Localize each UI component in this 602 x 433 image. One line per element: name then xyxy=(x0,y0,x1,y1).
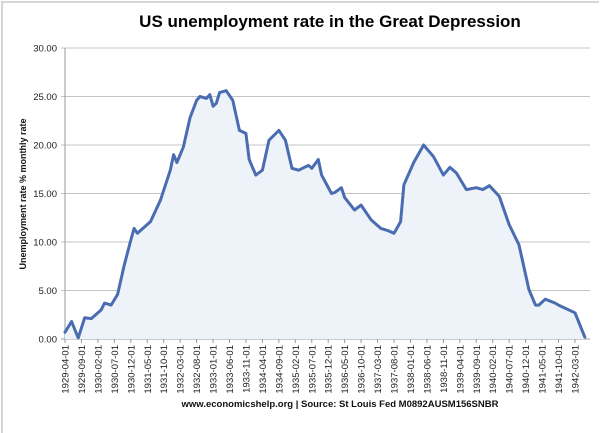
x-tick-label: 1941-05-01 xyxy=(538,345,549,394)
x-tick-label: 1941-10-01 xyxy=(554,345,565,394)
chart-title: US unemployment rate in the Great Depres… xyxy=(139,12,521,31)
x-tick-label: 1938-01-01 xyxy=(406,345,417,394)
x-tick-label: 1930-12-01 xyxy=(126,345,137,394)
x-tick-label: 1931-05-01 xyxy=(143,345,154,394)
x-tick-label: 1931-10-01 xyxy=(159,345,170,394)
y-tick-label: 10.00 xyxy=(33,238,57,249)
x-tick-label: 1938-11-01 xyxy=(439,345,450,393)
x-tick-label: 1940-07-01 xyxy=(505,345,516,394)
y-tick-label: 25.00 xyxy=(33,92,57,103)
x-tick-label: 1936-10-01 xyxy=(357,345,368,394)
x-tick-label: 1929-04-01 xyxy=(61,345,72,394)
x-tick-label: 1935-07-01 xyxy=(307,345,318,394)
y-tick-label: 0.00 xyxy=(39,335,58,346)
x-tick-label: 1940-12-01 xyxy=(521,345,532,394)
x-tick-label: 1942-03-01 xyxy=(570,345,581,394)
x-tick-label: 1939-04-01 xyxy=(455,345,466,394)
source-note: www.economicshelp.org | Source: St Louis… xyxy=(181,399,499,410)
x-tick-label: 1937-08-01 xyxy=(390,345,401,394)
x-tick-label: 1939-09-01 xyxy=(472,345,483,394)
x-tick-label: 1937-03-01 xyxy=(373,345,384,394)
x-tick-label: 1936-05-01 xyxy=(340,345,351,394)
x-tick-label: 1932-03-01 xyxy=(176,345,187,394)
x-tick-label: 1934-09-01 xyxy=(274,345,285,394)
x-tick-label: 1938-06-01 xyxy=(422,345,433,394)
y-tick-label: 20.00 xyxy=(33,141,57,152)
x-tick-label: 1933-11-01 xyxy=(241,345,252,393)
chart: US unemployment rate in the Great Depres… xyxy=(0,0,602,420)
y-tick-label: 5.00 xyxy=(39,286,58,297)
y-tick-label: 15.00 xyxy=(33,189,57,200)
x-tick-label: 1934-04-01 xyxy=(258,345,269,394)
y-tick-label: 30.00 xyxy=(33,44,57,55)
y-axis-title: Unemployment rate % monthly rate xyxy=(18,118,28,269)
x-tick-label: 1932-08-01 xyxy=(192,345,203,394)
x-tick-label: 1930-02-01 xyxy=(93,345,104,394)
x-tick-label: 1935-12-01 xyxy=(324,345,335,394)
x-tick-label: 1933-01-01 xyxy=(209,345,220,394)
x-tick-label: 1929-09-01 xyxy=(77,345,88,394)
x-tick-label: 1933-06-01 xyxy=(225,345,236,394)
x-tick-label: 1935-02-01 xyxy=(291,345,302,394)
x-tick-label: 1930-07-01 xyxy=(110,345,121,394)
x-tick-label: 1940-02-01 xyxy=(488,345,499,394)
